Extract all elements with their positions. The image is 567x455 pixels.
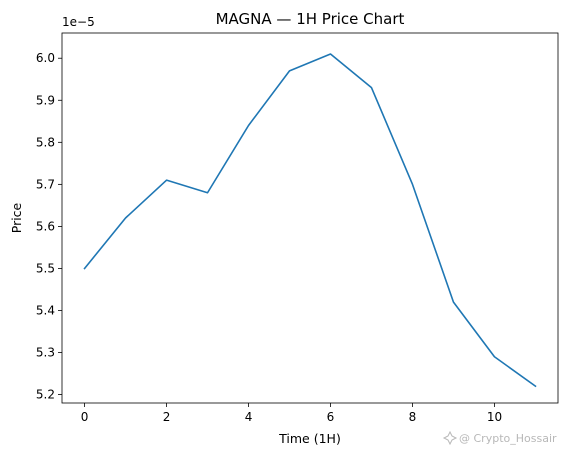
y-tick-label: 5.9 [36,93,55,107]
y-tick-label: 5.4 [36,304,55,318]
tick-layer: 0 2 4 6 8 10 5.2 5.3 5.4 5.5 5.6 5.7 5.8 5.9 6.0 [36,51,502,424]
y-axis-label: Price [9,202,24,233]
series-layer [83,53,537,388]
x-axis-label: Time (1H) [278,431,341,446]
plot-frame [61,32,559,404]
y-tick-label: 5.6 [36,219,55,233]
y-tick-label: 5.7 [36,177,55,191]
y-tick-label: 6.0 [36,51,55,65]
watermark-text: @ Crypto_Hossair [459,432,557,445]
sparkle-icon [442,430,458,446]
x-tick-label: 2 [163,410,171,424]
y-tick-label: 5.3 [36,346,55,360]
price-series-line [83,53,537,388]
x-tick-label: 10 [487,410,502,424]
watermark: @ Crypto_Hossair [442,430,557,446]
x-tick-label: 6 [327,410,335,424]
x-tick-label: 4 [245,410,253,424]
plot-area [62,33,558,403]
y-tick-label: 5.8 [36,135,55,149]
y-tick-label: 5.5 [36,261,55,275]
y-axis-offset-label: 1e−5 [62,15,95,29]
y-tick-label: 5.2 [36,388,55,402]
x-tick-label: 8 [409,410,417,424]
chart-title: MAGNA — 1H Price Chart [216,10,405,28]
x-tick-label: 0 [81,410,89,424]
